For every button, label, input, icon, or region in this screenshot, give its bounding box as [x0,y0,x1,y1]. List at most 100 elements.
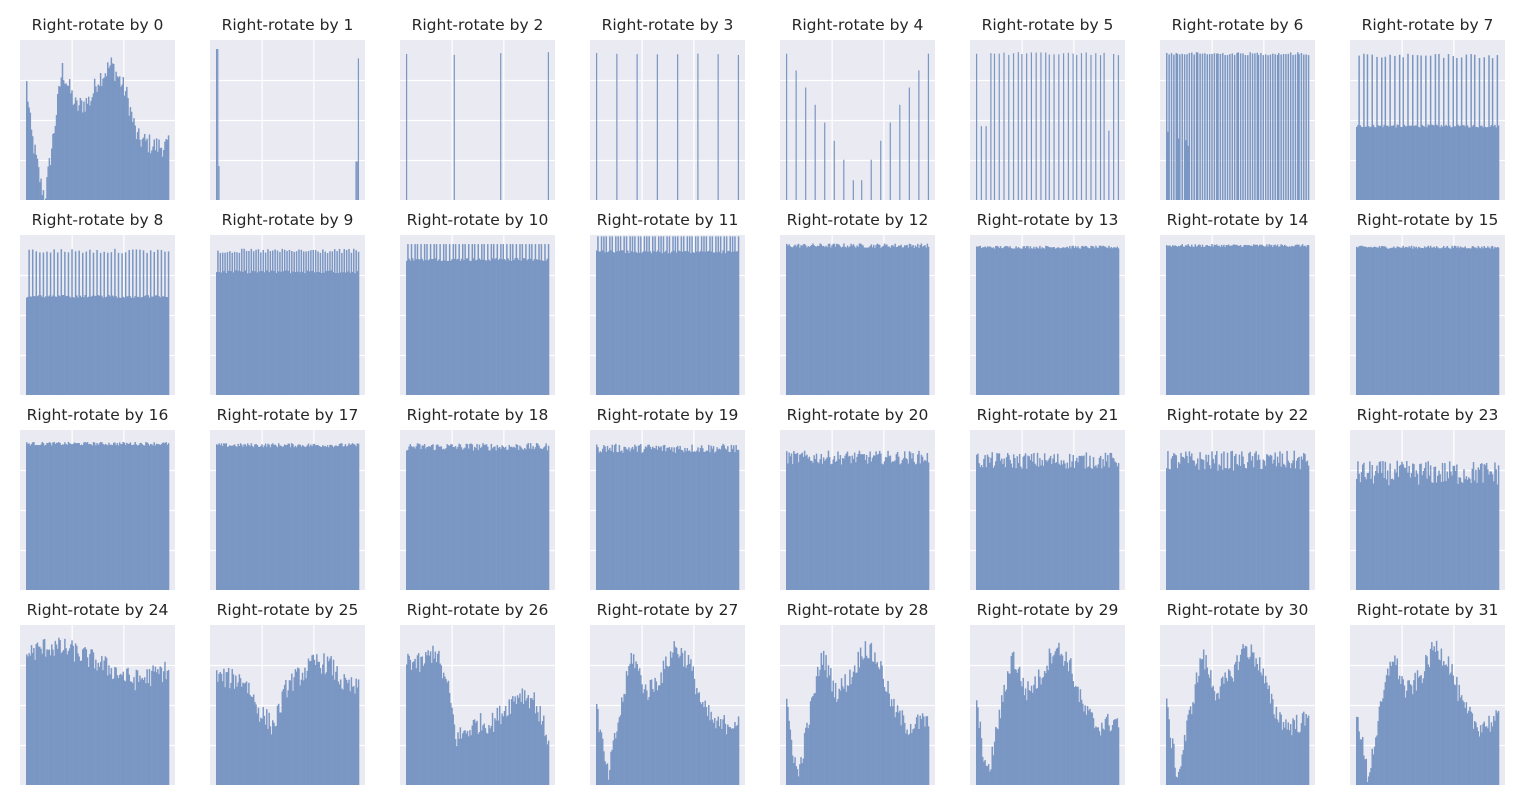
histogram-bar [1231,53,1234,201]
histogram-bar [1111,248,1114,395]
histogram-bar [1042,465,1045,590]
histogram-bar [1413,246,1415,395]
histogram-bar [84,647,86,785]
histogram-bar [1391,125,1394,200]
histogram-bar [166,297,169,395]
histogram-bar [427,446,429,590]
histogram-panel: Right-rotate by 26 [400,601,555,785]
histogram-bar [1367,246,1370,395]
histogram-bar [862,245,864,395]
histogram-bar [875,663,877,785]
histogram-bar [65,443,67,590]
histogram-bar [1274,54,1276,200]
histogram-bar [1357,717,1359,785]
histogram-bar [445,448,447,590]
histogram-bar [512,447,514,590]
histogram-bar [1003,684,1005,785]
histogram-bar [280,445,282,590]
histogram-bar [1384,461,1387,590]
histogram-bar [613,445,616,590]
histogram-bar [164,251,166,395]
histogram-bar [1476,248,1478,395]
histogram-bar [1297,52,1299,200]
histogram-bar [83,297,85,395]
histogram-bar [64,83,66,200]
histogram-bar [34,445,36,590]
histogram-bar [693,451,696,590]
histogram-bar [422,445,425,590]
histogram-bar [1006,671,1009,785]
histogram-bar [1071,461,1073,590]
histogram-bar [1304,245,1306,395]
histogram-bar [71,640,73,785]
histogram-bar [699,702,702,785]
histogram-bar [601,448,604,590]
histogram-bar [1015,669,1017,785]
histogram-bar [1462,700,1464,785]
histogram-bar [226,672,229,785]
histogram-bar [927,53,930,201]
histogram-bar [130,297,133,395]
histogram-bar [470,735,472,785]
histogram-bar [1403,247,1406,395]
histogram-bar [993,465,996,590]
histogram-bar [465,443,468,590]
histogram-bar [1295,244,1298,395]
histogram-bar [601,250,604,395]
histogram-bar [736,725,739,785]
histogram-bar [1268,244,1270,395]
histogram-bar [43,445,46,590]
histogram-bar [547,244,550,395]
histogram-bar [1192,460,1194,590]
histogram-bar [494,718,496,785]
histogram-bar [1372,124,1375,200]
histogram-bar [667,667,669,785]
histogram-bar [1166,245,1168,395]
histogram-bar [1466,248,1469,395]
histogram-bar [1439,660,1441,785]
histogram-bar [1242,53,1244,200]
histogram-bar [133,118,135,200]
histogram-bar [1406,690,1408,785]
histogram-bar [827,243,830,395]
histogram-bar [1454,126,1457,200]
histogram-bar [426,244,428,395]
histogram-bar [845,691,848,785]
histogram-bar [1450,127,1452,200]
histogram-bar [840,464,843,590]
histogram-bar [710,711,712,785]
histogram-bar [482,725,484,785]
histogram-bar [507,715,509,785]
histogram-bar [1104,718,1107,785]
histogram-bar [1360,126,1363,200]
histogram-bar [1242,644,1244,785]
histogram-bar [1407,53,1409,200]
histogram-bar [85,251,88,395]
histogram-bar [642,451,644,590]
histogram-bar [980,738,983,785]
histogram-bar [1201,658,1204,785]
histogram-bar [1402,679,1404,785]
histogram-bar [1303,54,1305,200]
histogram-bar [1406,247,1408,395]
histogram-bar [605,451,608,590]
histogram-bar [1394,247,1396,395]
histogram-bar [894,717,896,785]
histogram-bar [472,450,475,590]
histogram-bar [725,734,728,785]
histogram-bar [436,444,439,590]
histogram-bar [49,165,52,200]
histogram-bar [1059,655,1061,785]
histogram-bar [93,442,96,590]
histogram-bar [629,451,631,590]
histogram-bar [1470,53,1472,200]
histogram-bar [805,455,807,590]
histogram-bar [101,295,103,395]
histogram-bar [1456,247,1458,395]
histogram-bar [615,236,617,395]
histogram-bar [1304,725,1306,785]
histogram-bar [787,706,789,785]
histogram-bar [155,138,158,200]
histogram-bar [107,62,109,201]
histogram-bar [801,763,803,785]
